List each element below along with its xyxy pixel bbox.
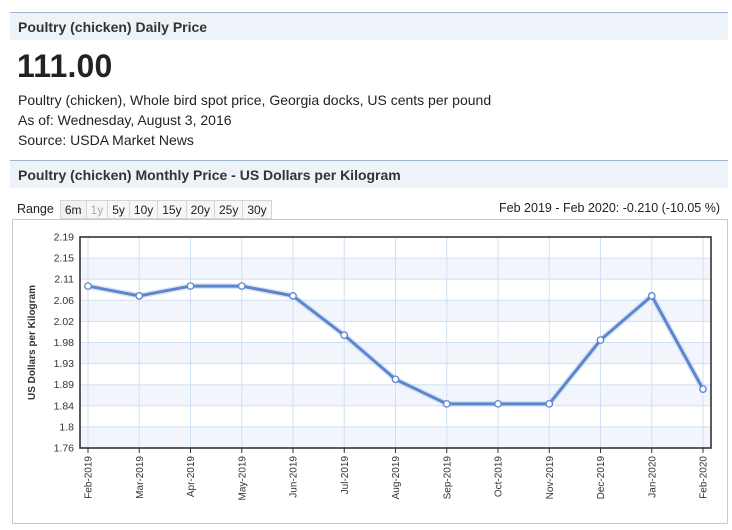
price-change-summary: Feb 2019 - Feb 2020: -0.210 (-10.05 %): [499, 201, 720, 215]
x-tick-label: Dec-2019: [596, 456, 607, 500]
as-of-date: As of: Wednesday, August 3, 2016: [18, 112, 232, 128]
x-tick-label: Oct-2019: [494, 456, 505, 498]
price-line-chart: 2.19 2.15 2.11 2.06 2.02 1.98 1.93 1.89 1.84 1.8 1…: [27, 232, 712, 501]
data-point: [699, 385, 707, 393]
range-10y-button[interactable]: 10y: [128, 199, 159, 219]
range-label: Range: [17, 202, 54, 216]
y-tick-label: 2.15: [54, 253, 75, 265]
y-tick-label: 2.19: [54, 232, 75, 244]
x-tick-label: Feb-2020: [699, 456, 710, 499]
y-tick-label: 1.98: [54, 337, 75, 349]
x-tick-label: Apr-2019: [186, 456, 197, 498]
y-tick-label: 1.89: [54, 379, 75, 391]
x-tick-label: Jul-2019: [340, 456, 351, 495]
price-description: Poultry (chicken), Whole bird spot price…: [18, 92, 492, 108]
data-point: [237, 282, 246, 290]
range-6m-button[interactable]: 6m: [59, 199, 87, 219]
x-tick-label: Sep-2019: [442, 456, 453, 500]
current-price: 111.00: [17, 48, 113, 84]
x-tick-label: Mar-2019: [135, 456, 146, 499]
data-point: [596, 336, 605, 344]
data-point: [647, 292, 656, 300]
plot-border: [79, 236, 712, 449]
x-tick-label: Nov-2019: [545, 456, 556, 500]
chart-container: 2.19 2.15 2.11 2.06 2.02 1.98 1.93 1.89 1.84 1.8 1…: [12, 219, 728, 524]
data-point: [186, 282, 195, 290]
data-point: [340, 331, 349, 339]
x-tick-label: Feb-2019: [84, 456, 95, 499]
range-1y-button[interactable]: 1y: [85, 199, 109, 219]
range-20y-button[interactable]: 20y: [185, 199, 215, 219]
range-25y-button[interactable]: 25y: [213, 199, 244, 219]
x-tick-label: May-2019: [237, 456, 248, 501]
data-point: [545, 399, 554, 408]
x-tick-label: Jun-2019: [289, 456, 300, 498]
y-tick-label: 1.8: [59, 421, 74, 433]
range-selector: Range 6m 1y 5y 10y 15y 20y 25y 30y: [17, 199, 272, 219]
range-15y-button[interactable]: 15y: [157, 199, 187, 219]
data-point: [135, 292, 144, 300]
data-point: [442, 399, 451, 408]
data-point: [289, 292, 297, 300]
range-30y-button[interactable]: 30y: [242, 199, 272, 219]
price-source: Source: USDA Market News: [18, 132, 194, 148]
x-tick-label: Aug-2019: [391, 456, 402, 500]
y-tick-label: 2.02: [54, 316, 75, 328]
y-tick-label: 1.84: [54, 400, 75, 412]
data-point: [494, 399, 502, 408]
range-5y-button[interactable]: 5y: [107, 199, 130, 219]
y-tick-label: 2.06: [54, 295, 75, 307]
x-tick-label: Jan-2020: [647, 456, 658, 498]
y-axis-label: US Dollars per Kilogram: [27, 285, 38, 400]
data-point: [84, 282, 92, 290]
y-tick-label: 1.76: [54, 443, 75, 455]
daily-price-header: Poultry (chicken) Daily Price: [10, 12, 728, 40]
y-tick-label: 2.11: [54, 274, 74, 286]
monthly-price-header: Poultry (chicken) Monthly Price - US Dol…: [10, 160, 728, 188]
data-point: [391, 375, 400, 384]
y-tick-label: 1.93: [54, 358, 75, 370]
